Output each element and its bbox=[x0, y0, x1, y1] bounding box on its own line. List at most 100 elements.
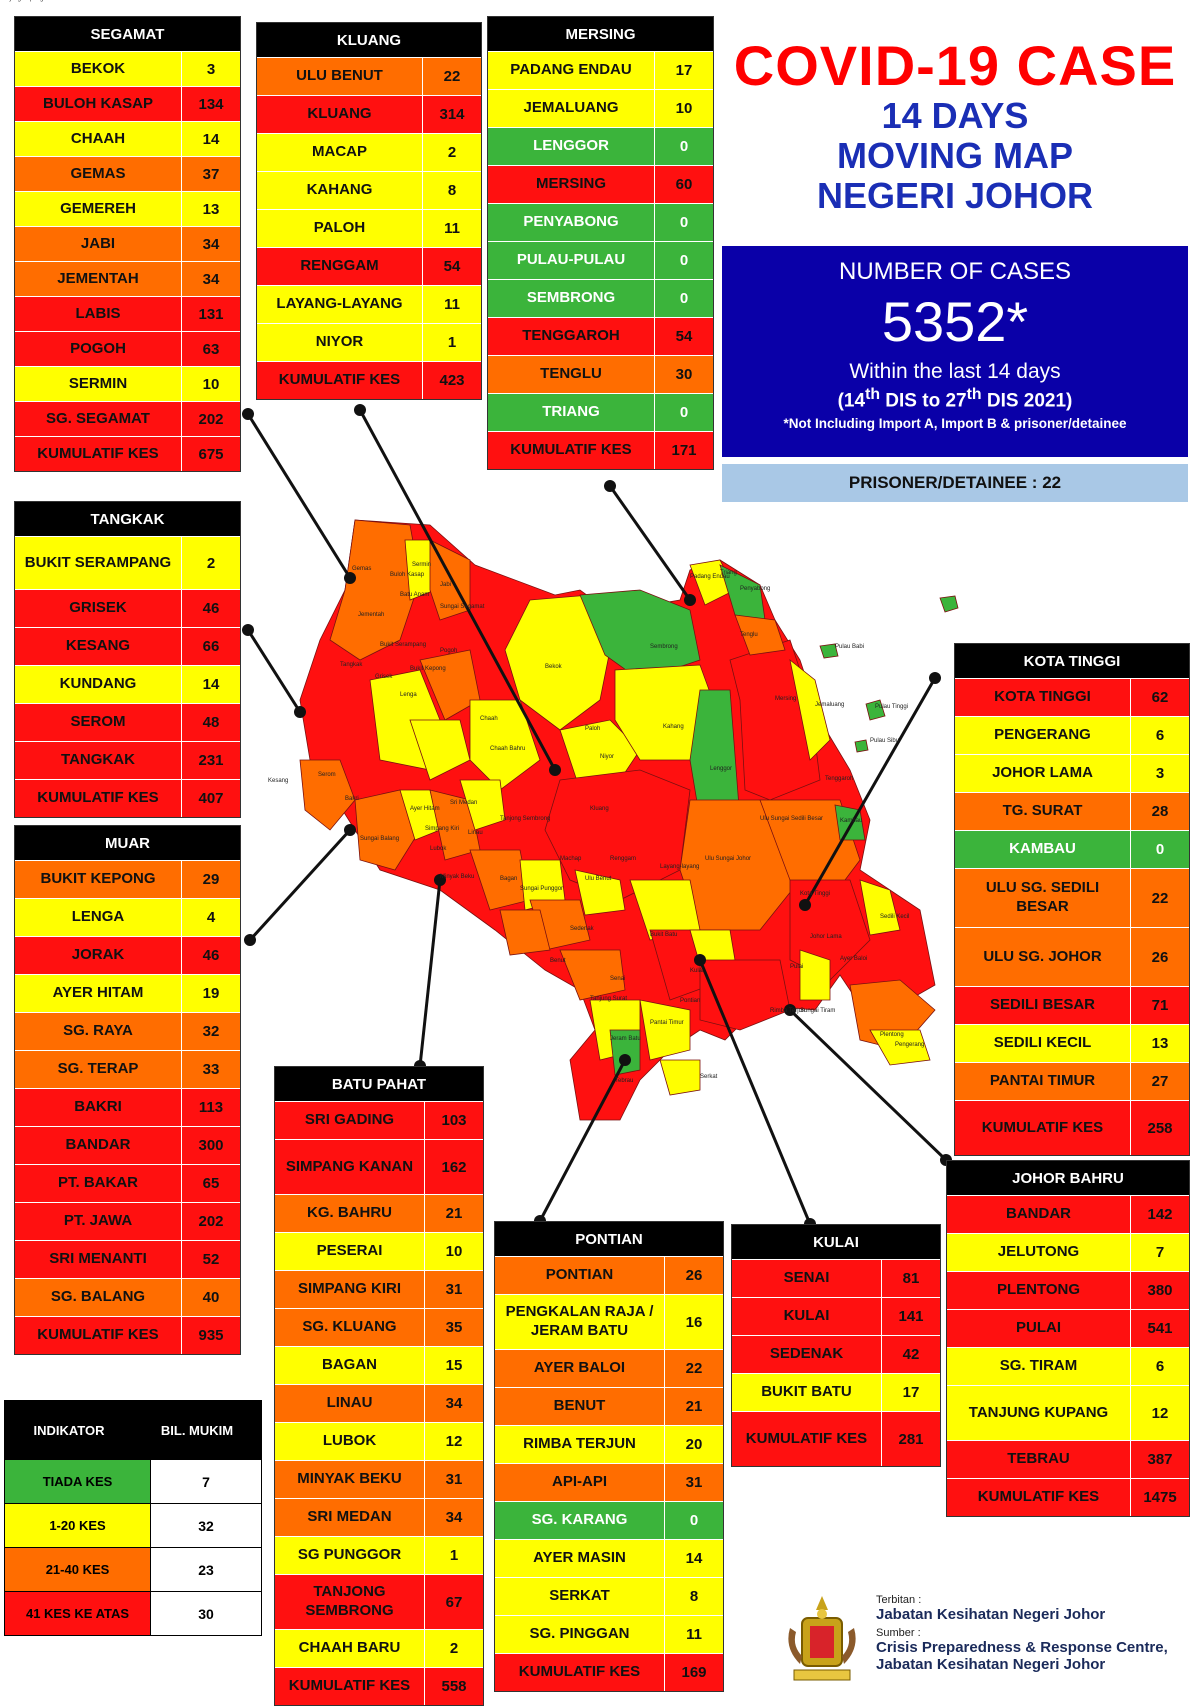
footer: Terbitan : Jabatan Kesihatan Negeri Joho… bbox=[780, 1590, 1200, 1690]
state-crest-icon bbox=[788, 1596, 856, 1681]
table-row: SG. TIRAM 6 bbox=[947, 1347, 1189, 1385]
indicator-count: 7 bbox=[151, 1460, 261, 1503]
table-row: LINAU 34 bbox=[275, 1384, 483, 1422]
map-regions bbox=[299, 519, 959, 1121]
mukim-cases: 62 bbox=[1151, 689, 1169, 706]
mukim-cases: 71 bbox=[1151, 997, 1169, 1014]
table-row: PENGKALAN RAJA / JERAM BATU 16 bbox=[495, 1294, 723, 1349]
map-place-label: Sungai Punggor bbox=[520, 886, 563, 892]
table-row: KUNDANG 14 bbox=[15, 665, 240, 703]
map-region-yellow bbox=[659, 1059, 701, 1096]
mukim-cases: 300 bbox=[198, 1137, 224, 1154]
map-place-label: Batu Anam bbox=[400, 592, 429, 598]
total-value: 558 bbox=[441, 1678, 467, 1695]
mukim-name: LINAU bbox=[275, 1385, 425, 1422]
table-row: TG. SURAT 28 bbox=[955, 792, 1189, 830]
mukim-name: SG. BALANG bbox=[15, 1279, 182, 1316]
indicator-count: 32 bbox=[151, 1504, 261, 1547]
table-row: BULOH KASAP 134 bbox=[15, 86, 240, 121]
total-value: 171 bbox=[671, 442, 697, 459]
table-row: TENGLU 30 bbox=[488, 355, 713, 393]
table-row: CHAAH 14 bbox=[15, 121, 240, 156]
table-row: SG. PINGGAN 11 bbox=[495, 1615, 723, 1653]
mukim-name: PENYABONG bbox=[488, 204, 655, 241]
map-place-label: Serom bbox=[318, 772, 336, 778]
total-row: KUMULATIF KES 169 bbox=[495, 1653, 723, 1691]
mukim-cases: 31 bbox=[445, 1471, 463, 1488]
mukim-name: SEROM bbox=[15, 704, 182, 741]
total-row: KUMULATIF KES 258 bbox=[955, 1100, 1189, 1155]
total-row: KUMULATIF KES 675 bbox=[15, 436, 240, 471]
table-row: SG. KLUANG 35 bbox=[275, 1308, 483, 1346]
leader-dot bbox=[694, 954, 706, 966]
mukim-cases: 3 bbox=[206, 60, 216, 78]
table-row: ULU SG. JOHOR 26 bbox=[955, 927, 1189, 986]
map-place-label: Pengerang bbox=[895, 1042, 924, 1048]
mukim-name: PADANG ENDAU bbox=[488, 52, 655, 89]
mukim-cases: 0 bbox=[679, 252, 689, 269]
map-place-label: Lubok bbox=[430, 846, 447, 852]
panel-title: KOTA TINGGI bbox=[955, 644, 1189, 678]
table-row: LABIS 131 bbox=[15, 296, 240, 331]
mukim-name: PT. JAWA bbox=[15, 1203, 182, 1240]
mukim-name: BULOH KASAP bbox=[15, 87, 182, 121]
table-row: PADANG ENDAU 17 bbox=[488, 51, 713, 89]
indicator-level: 41 KES KE ATAS bbox=[5, 1592, 151, 1635]
total-value: 1475 bbox=[1143, 1489, 1177, 1506]
range-end-sup: th bbox=[966, 386, 982, 403]
table-row: PENYABONG 0 bbox=[488, 203, 713, 241]
map-region-green bbox=[939, 595, 959, 613]
total-value: 675 bbox=[198, 445, 224, 463]
table-row: JOHOR LAMA 3 bbox=[955, 754, 1189, 792]
mukim-cases: 66 bbox=[202, 638, 220, 655]
mukim-name: PT. BAKAR bbox=[15, 1165, 182, 1202]
mukim-cases: 31 bbox=[685, 1474, 703, 1491]
map-place-label: Chaah Bahru bbox=[490, 746, 525, 752]
panel-muar: MUAR BUKIT KEPONG 29 LENGA 4 JORAK 46 AYER HITA… bbox=[14, 825, 241, 1355]
leader-dot bbox=[242, 624, 254, 636]
table-row: SRI MENANTI 52 bbox=[15, 1240, 240, 1278]
mukim-name: MERSING bbox=[488, 166, 655, 203]
mukim-cases: 34 bbox=[445, 1509, 463, 1526]
total-label: KUMULATIF KES bbox=[947, 1479, 1131, 1516]
mukim-cases: 134 bbox=[198, 95, 224, 113]
map-place-label: Bukit Kepong bbox=[410, 666, 446, 672]
map-place-label: Pulau Babi bbox=[835, 644, 864, 650]
leader-dot bbox=[784, 1004, 796, 1016]
mukim-cases: 13 bbox=[1151, 1035, 1169, 1052]
mukim-cases: 26 bbox=[1151, 948, 1169, 966]
leader-dot bbox=[244, 934, 256, 946]
mukim-name: BAKRI bbox=[15, 1089, 182, 1126]
table-row: LAYANG-LAYANG 11 bbox=[257, 285, 481, 323]
table-row: JABI 34 bbox=[15, 226, 240, 261]
map-region-yellow bbox=[789, 659, 831, 761]
cases-total: 5352* bbox=[881, 290, 1029, 353]
mukim-cases: 29 bbox=[202, 871, 220, 888]
map-place-label: Tebrau bbox=[615, 1078, 633, 1084]
table-row: LUBOK 12 bbox=[275, 1422, 483, 1460]
mukim-name: TENGLU bbox=[488, 356, 655, 393]
mukim-cases: 7 bbox=[1155, 1244, 1165, 1261]
mukim-name: SEDILI KECIL bbox=[955, 1025, 1131, 1062]
table-row: ULU BENUT 22 bbox=[257, 57, 481, 95]
mukim-cases: 17 bbox=[675, 62, 693, 79]
map-place-label: Ulu Sungai Johor bbox=[705, 856, 751, 862]
total-row: KUMULATIF KES 1475 bbox=[947, 1478, 1189, 1516]
panel-johor-bahru: JOHOR BAHRU BANDAR 142 JELUTONG 7 PLENTONG 380… bbox=[946, 1160, 1190, 1517]
map-place-label: Sedenak bbox=[570, 926, 595, 932]
mukim-name: BUKIT KEPONG bbox=[15, 861, 182, 898]
indicator-row: TIADA KES 7 bbox=[5, 1459, 261, 1503]
table-row: JELUTONG 7 bbox=[947, 1233, 1189, 1271]
map-place-label: Pantai Timur bbox=[650, 1020, 684, 1026]
mukim-cases: 12 bbox=[445, 1433, 463, 1450]
table-row: SG. KARANG 0 bbox=[495, 1501, 723, 1539]
map-place-label: Pulai bbox=[790, 964, 803, 970]
mukim-cases: 0 bbox=[679, 214, 689, 231]
mukim-name: BENUT bbox=[495, 1388, 665, 1425]
mukim-name: NIYOR bbox=[257, 324, 423, 361]
mukim-cases: 131 bbox=[198, 305, 224, 323]
map-place-label: Pulau Sibu bbox=[870, 738, 899, 744]
mukim-name: LABIS bbox=[15, 297, 182, 331]
mukim-name: KESANG bbox=[15, 628, 182, 665]
total-value: 169 bbox=[681, 1664, 707, 1681]
